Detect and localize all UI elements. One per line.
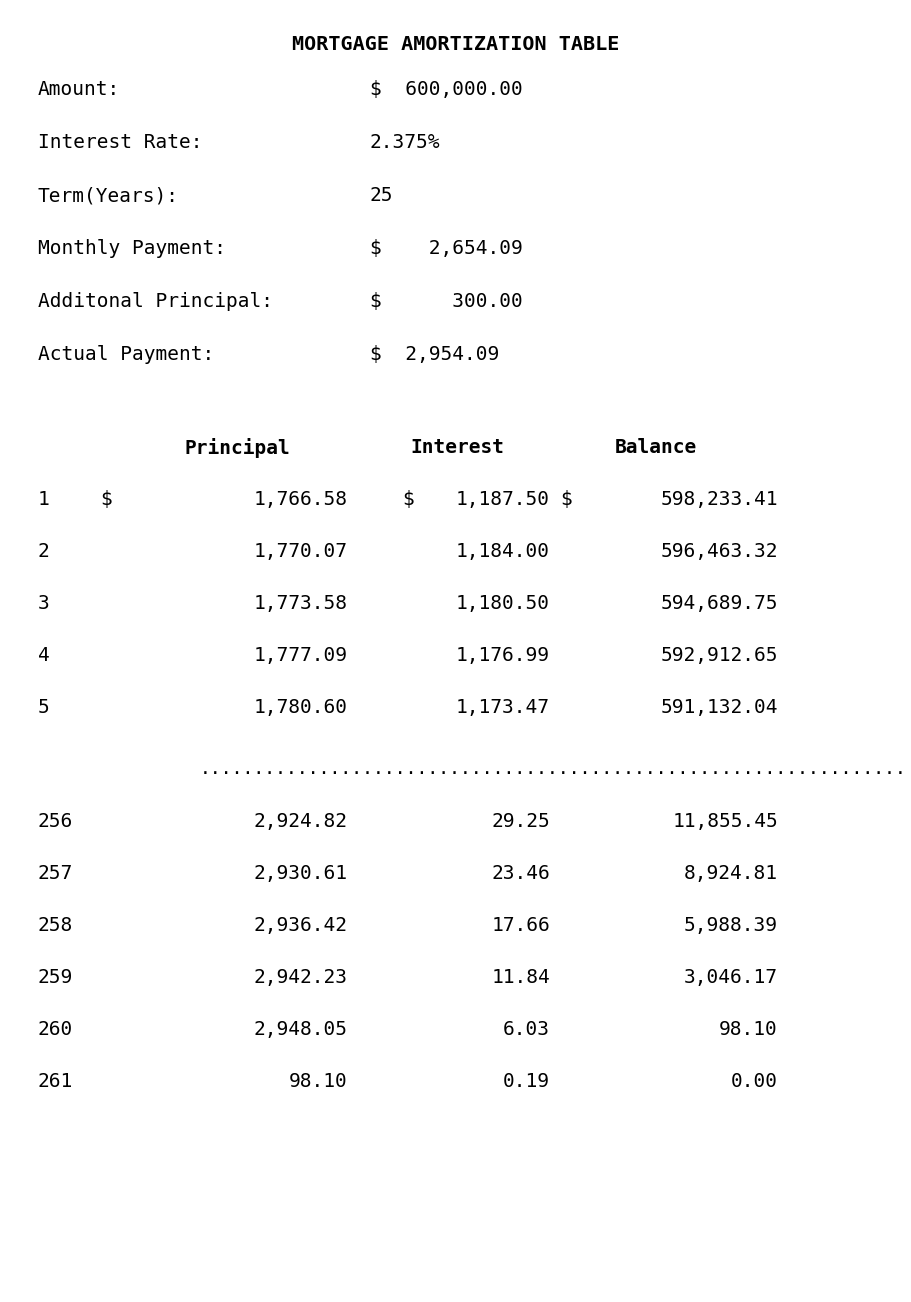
Text: 25: 25	[370, 186, 393, 204]
Text: $: $	[100, 490, 112, 509]
Text: 17.66: 17.66	[491, 917, 549, 935]
Text: $    2,654.09: $ 2,654.09	[370, 240, 522, 258]
Text: 23.46: 23.46	[491, 865, 549, 883]
Text: Amount:: Amount:	[38, 79, 120, 99]
Text: 11,855.45: 11,855.45	[671, 812, 777, 831]
Text: 0.00: 0.00	[731, 1072, 777, 1091]
Text: 1,180.50: 1,180.50	[456, 594, 549, 613]
Text: 0.19: 0.19	[503, 1072, 549, 1091]
Text: 1,770.07: 1,770.07	[254, 542, 348, 561]
Text: Monthly Payment:: Monthly Payment:	[38, 240, 226, 258]
Text: 2,948.05: 2,948.05	[254, 1019, 348, 1039]
Text: 1,777.09: 1,777.09	[254, 646, 348, 665]
Text: 2,942.23: 2,942.23	[254, 967, 348, 987]
Text: 3: 3	[38, 594, 50, 613]
Text: 260: 260	[38, 1019, 73, 1039]
Text: 5,988.39: 5,988.39	[683, 917, 777, 935]
Text: .................................................................: ........................................…	[200, 760, 906, 779]
Text: 4: 4	[38, 646, 50, 665]
Text: Term(Years):: Term(Years):	[38, 186, 179, 204]
Text: Actual Payment:: Actual Payment:	[38, 345, 214, 365]
Text: 1,766.58: 1,766.58	[254, 490, 348, 509]
Text: $  600,000.00: $ 600,000.00	[370, 79, 522, 99]
Text: 2,930.61: 2,930.61	[254, 865, 348, 883]
Text: 1,176.99: 1,176.99	[456, 646, 549, 665]
Text: 2: 2	[38, 542, 50, 561]
Text: 3,046.17: 3,046.17	[683, 967, 777, 987]
Text: $: $	[559, 490, 571, 509]
Text: 596,463.32: 596,463.32	[660, 542, 777, 561]
Text: 257: 257	[38, 865, 73, 883]
Text: 6.03: 6.03	[503, 1019, 549, 1039]
Text: MORTGAGE AMORTIZATION TABLE: MORTGAGE AMORTIZATION TABLE	[292, 35, 619, 53]
Text: Balance: Balance	[614, 437, 697, 457]
Text: 259: 259	[38, 967, 73, 987]
Text: 594,689.75: 594,689.75	[660, 594, 777, 613]
Text: 1,187.50: 1,187.50	[456, 490, 549, 509]
Text: 2.375%: 2.375%	[370, 133, 440, 152]
Text: 98.10: 98.10	[719, 1019, 777, 1039]
Text: 5: 5	[38, 698, 50, 717]
Text: 1,173.47: 1,173.47	[456, 698, 549, 717]
Text: 591,132.04: 591,132.04	[660, 698, 777, 717]
Text: 8,924.81: 8,924.81	[683, 865, 777, 883]
Text: $  2,954.09: $ 2,954.09	[370, 345, 498, 365]
Text: $      300.00: $ 300.00	[370, 292, 522, 311]
Text: 2,936.42: 2,936.42	[254, 917, 348, 935]
Text: 2,924.82: 2,924.82	[254, 812, 348, 831]
Text: 98.10: 98.10	[289, 1072, 348, 1091]
Text: Additonal Principal:: Additonal Principal:	[38, 292, 272, 311]
Text: Principal: Principal	[185, 437, 291, 458]
Text: 29.25: 29.25	[491, 812, 549, 831]
Text: $: $	[402, 490, 414, 509]
Text: 11.84: 11.84	[491, 967, 549, 987]
Text: 1: 1	[38, 490, 50, 509]
Text: 258: 258	[38, 917, 73, 935]
Text: 592,912.65: 592,912.65	[660, 646, 777, 665]
Text: 1,773.58: 1,773.58	[254, 594, 348, 613]
Text: 261: 261	[38, 1072, 73, 1091]
Text: 598,233.41: 598,233.41	[660, 490, 777, 509]
Text: 256: 256	[38, 812, 73, 831]
Text: Interest: Interest	[410, 437, 504, 457]
Text: Interest Rate:: Interest Rate:	[38, 133, 202, 152]
Text: 1,184.00: 1,184.00	[456, 542, 549, 561]
Text: 1,780.60: 1,780.60	[254, 698, 348, 717]
